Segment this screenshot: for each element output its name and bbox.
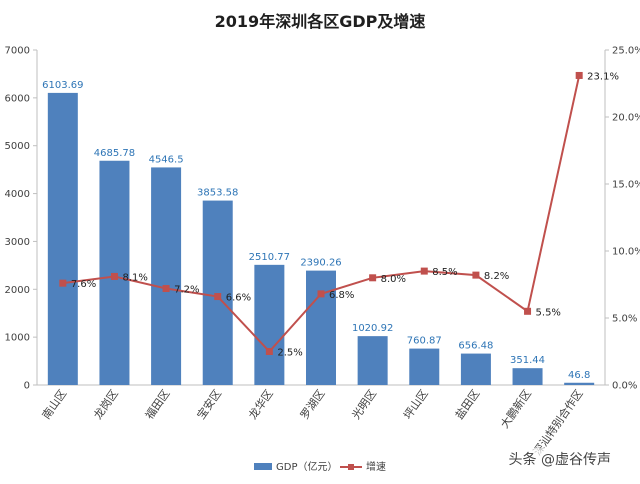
line-point-growth xyxy=(472,271,480,279)
line-data-label: 8.2% xyxy=(484,271,509,282)
y-left-tick-label: 1000 xyxy=(5,333,30,344)
line-data-label: 23.1% xyxy=(587,71,619,82)
y-left-tick-label: 2000 xyxy=(5,285,30,296)
line-point-growth xyxy=(265,348,273,355)
line-data-label: 8.5% xyxy=(432,267,457,278)
bar-data-label: 2390.26 xyxy=(300,258,341,269)
line-data-label: 6.6% xyxy=(226,293,251,304)
bar-gdp xyxy=(99,160,130,385)
y-right-tick-label: 5.0% xyxy=(612,314,637,325)
legend-label-gdp: GDP（亿元） xyxy=(276,460,337,473)
line-data-label: 2.5% xyxy=(277,348,302,359)
bar-data-label: 4546.5 xyxy=(149,154,184,165)
bar-data-label: 1020.92 xyxy=(352,323,393,334)
bar-gdp xyxy=(202,200,233,385)
x-tick-label: 龙岗区 xyxy=(91,387,121,421)
x-tick-label: 盐田区 xyxy=(453,387,483,421)
bar-gdp xyxy=(254,264,285,385)
y-left-tick-label: 7000 xyxy=(5,46,30,57)
chart-title: 2019年深圳各区GDP及增速 xyxy=(214,12,426,31)
bar-gdp xyxy=(47,92,78,385)
legend-label-growth: 增速 xyxy=(366,460,386,473)
y-right-tick-label: 15.0% xyxy=(612,180,640,191)
line-point-growth xyxy=(317,290,325,298)
bar-data-label: 4685.78 xyxy=(94,148,135,159)
x-tick-label: 罗湖区 xyxy=(298,387,328,421)
line-point-growth xyxy=(369,274,377,282)
bar-data-label: 46.8 xyxy=(568,370,590,381)
bar-data-label: 6103.69 xyxy=(42,80,83,91)
x-tick-label: 宝安区 xyxy=(194,387,224,422)
legend-swatch-gdp xyxy=(254,463,272,470)
line-data-label: 7.2% xyxy=(174,285,199,296)
x-tick-label: 大鹏新区 xyxy=(497,387,534,431)
y-left-tick-label: 0 xyxy=(24,381,30,392)
bar-data-label: 3853.58 xyxy=(197,188,238,199)
bar-data-label: 351.44 xyxy=(510,355,545,366)
line-point-growth xyxy=(214,293,222,301)
line-point-growth xyxy=(110,272,118,280)
line-data-label: 8.0% xyxy=(381,274,406,285)
x-tick-label: 坪山区 xyxy=(401,387,431,421)
bar-data-label: 656.48 xyxy=(458,341,493,352)
bar-gdp xyxy=(460,353,491,385)
legend-marker-growth xyxy=(348,464,354,470)
line-data-label: 5.5% xyxy=(536,307,561,318)
x-tick-label: 南山区 xyxy=(40,387,70,421)
y-left-tick-label: 5000 xyxy=(5,141,30,152)
y-left-tick-label: 6000 xyxy=(5,93,30,104)
bar-gdp xyxy=(306,270,336,385)
bar-data-label: 2510.77 xyxy=(249,252,290,263)
watermark-text: 头条 @虚谷传声 xyxy=(505,448,614,470)
y-left-tick-label: 4000 xyxy=(5,189,30,200)
line-point-growth xyxy=(162,285,170,293)
bar-data-label: 760.87 xyxy=(407,336,442,347)
x-tick-label: 福田区 xyxy=(142,387,172,422)
line-data-label: 6.8% xyxy=(329,290,354,301)
bar-gdp xyxy=(357,336,388,385)
y-right-tick-label: 10.0% xyxy=(612,247,640,258)
line-data-label: 7.6% xyxy=(71,279,96,290)
y-right-tick-label: 0.0% xyxy=(612,381,637,392)
line-data-label: 8.1% xyxy=(122,272,147,283)
line-point-growth xyxy=(59,279,67,287)
bar-gdp xyxy=(512,368,543,385)
x-tick-label: 光明区 xyxy=(349,387,379,422)
bar-gdp xyxy=(151,167,182,385)
x-tick-label: 龙华区 xyxy=(245,387,275,422)
y-left-tick-label: 3000 xyxy=(5,237,30,248)
line-point-growth xyxy=(575,71,583,79)
y-right-tick-label: 20.0% xyxy=(612,113,640,124)
line-point-growth xyxy=(420,267,428,275)
line-point-growth xyxy=(524,307,532,315)
y-right-tick-label: 25.0% xyxy=(612,46,640,57)
bar-gdp xyxy=(564,382,595,385)
bar-gdp xyxy=(409,348,440,385)
